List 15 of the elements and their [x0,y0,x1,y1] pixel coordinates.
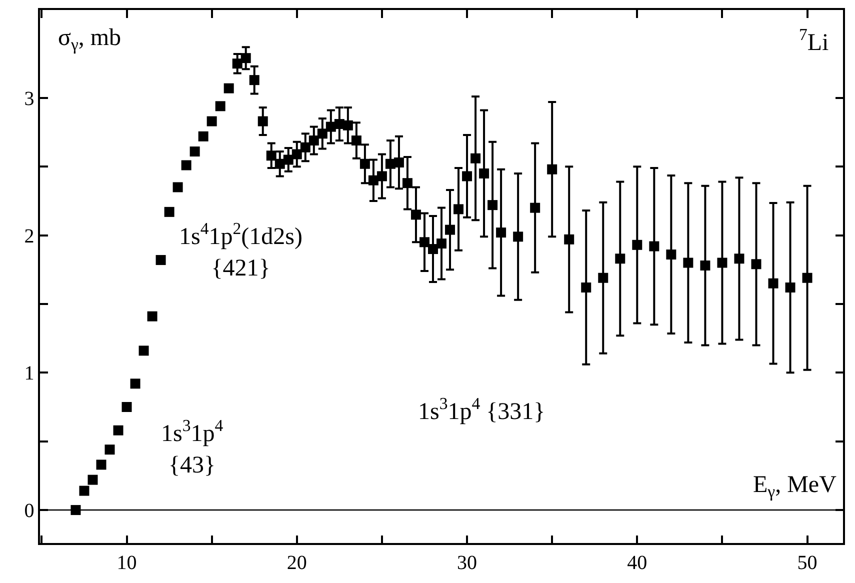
annotation: 1s$^{3}$1p$^{4}$ {331} [418,394,546,426]
annotation: 1s$^{3}$1p$^{4}$ {43} [161,416,224,478]
annotation: $^{7}$Li [799,25,830,56]
x-tick-label: 50 [797,552,818,574]
x-tick-label: 30 [457,552,478,574]
x-axis-title: E$_{γ}$, MeV [753,472,838,502]
x-tick-label: 20 [286,552,307,574]
y-tick-label: 1 [24,362,34,385]
annotation: 1s$^{4}$1p$^{2}$(1d2s) {421} [179,219,302,282]
x-tick-label: 10 [116,552,137,574]
y-axis-title: σ$_{γ}$, mb [58,25,122,54]
x-tick-label: 40 [627,552,648,574]
y-tick-label: 2 [24,225,34,248]
y-tick-label: 0 [24,500,34,522]
y-tick-label: 3 [24,88,34,110]
